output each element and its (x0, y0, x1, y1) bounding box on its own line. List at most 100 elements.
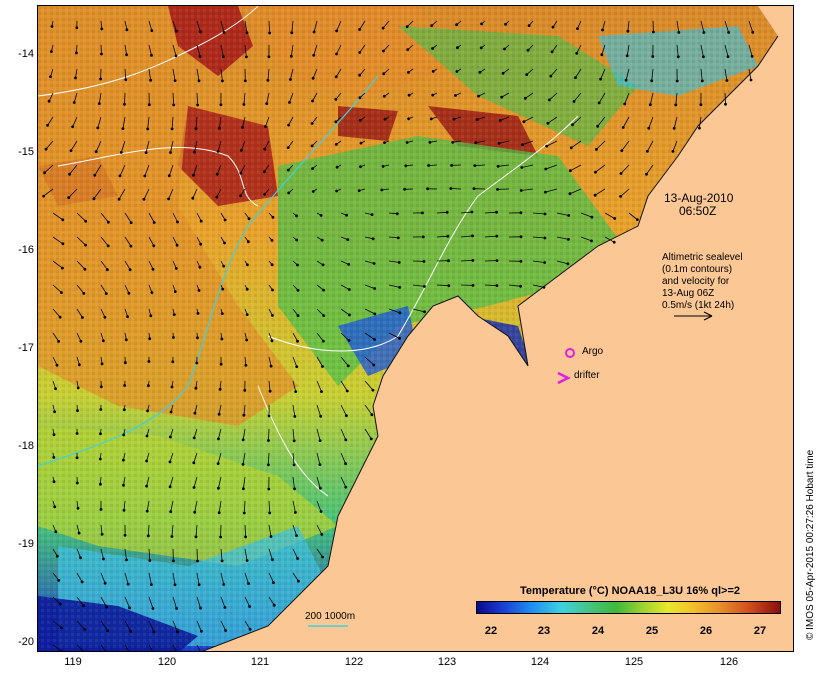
velocity-arrow-head (151, 267, 155, 271)
velocity-arrow-head (372, 262, 376, 265)
velocity-arrow (340, 476, 347, 488)
velocity-arrow-head (519, 284, 522, 288)
velocity-arrow-head (147, 103, 151, 107)
velocity-arrow (268, 548, 273, 560)
velocity-arrow-head (446, 234, 450, 238)
velocity-arrow (626, 44, 630, 56)
velocity-arrow-head (470, 210, 474, 214)
velocity-arrow-head (57, 579, 61, 582)
velocity-arrow (556, 260, 568, 265)
velocity-arrow (100, 44, 102, 55)
velocity-arrow (700, 44, 704, 57)
velocity-arrow (340, 284, 350, 290)
velocity-arrow-head (145, 459, 148, 463)
velocity-arrow-head (428, 140, 432, 144)
velocity-arrow-head (500, 95, 504, 99)
velocity-arrow-head (74, 76, 77, 80)
velocity-arrow (172, 596, 177, 609)
velocity-arrow (436, 235, 448, 238)
argo-label: Argo (582, 346, 604, 357)
velocity-arrow (143, 188, 150, 200)
velocity-arrow-head (146, 409, 149, 413)
colorbar-tick-label: 23 (537, 625, 551, 637)
velocity-arrow-head (223, 241, 226, 245)
velocity-arrow-head (268, 389, 272, 393)
velocity-arrow (52, 260, 63, 269)
lat-tick-label: -19 (18, 538, 34, 550)
velocity-arrow-head (431, 70, 435, 73)
velocity-arrow (316, 452, 321, 465)
velocity-arrow-head (144, 151, 148, 155)
velocity-arrow (264, 140, 270, 150)
velocity-arrow (340, 452, 346, 464)
velocity-arrow (580, 236, 592, 242)
velocity-arrow (146, 476, 150, 487)
velocity-arrow-head (268, 31, 271, 35)
velocity-arrow (196, 644, 201, 651)
velocity-arrow (676, 44, 679, 57)
velocity-arrow (292, 452, 295, 465)
velocity-arrow-head (126, 315, 129, 319)
velocity-arrow-head (450, 164, 453, 167)
velocity-arrow-head (348, 313, 351, 317)
velocity-arrow (292, 476, 295, 489)
velocity-arrow (621, 140, 630, 151)
velocity-arrow (364, 308, 375, 315)
velocity-arrow-head (129, 630, 133, 633)
velocity-arrow-head (99, 385, 103, 389)
velocity-arrow-head (266, 78, 270, 82)
velocity-arrow-head (219, 535, 223, 539)
velocity-arrow-head (53, 410, 56, 414)
legend-line-5: 0.5m/s (1kt 24h) (662, 300, 735, 311)
velocity-arrow-head (173, 79, 177, 82)
velocity-arrow (76, 260, 86, 270)
velocity-arrow-head (347, 263, 351, 266)
velocity-arrow (364, 380, 374, 391)
velocity-arrow-head (421, 211, 424, 215)
velocity-arrow-head (245, 55, 248, 59)
velocity-arrow (521, 164, 534, 168)
velocity-arrow-head (359, 165, 362, 169)
velocity-arrow (220, 20, 225, 33)
velocity-arrow-head (106, 629, 110, 633)
velocity-arrow-head (241, 462, 245, 466)
velocity-arrow-head (551, 25, 555, 29)
velocity-arrow-head (199, 242, 203, 246)
velocity-arrow (168, 164, 174, 176)
velocity-arrow (436, 211, 448, 214)
velocity-arrow (70, 140, 78, 151)
velocity-arrow-head (321, 555, 324, 559)
velocity-arrow-head (474, 141, 478, 145)
velocity-arrow-head (58, 315, 62, 319)
velocity-arrow (194, 140, 198, 153)
velocity-arrow (242, 116, 246, 128)
velocity-arrow-head (322, 314, 326, 317)
velocity-arrow-head (173, 583, 177, 587)
velocity-arrow (532, 260, 545, 263)
velocity-arrow-head (121, 127, 125, 130)
velocity-arrow (100, 284, 107, 294)
velocity-arrow-head (295, 238, 299, 242)
velocity-arrow-head (123, 361, 127, 365)
velocity-arrow (620, 188, 630, 197)
velocity-arrow-head (472, 187, 476, 191)
velocity-arrow-head (167, 174, 171, 178)
velocity-arrow (622, 116, 630, 128)
velocity-arrow-head (519, 211, 523, 215)
velocity-arrow (602, 20, 606, 31)
velocity-arrow-head (359, 141, 363, 145)
velocity-arrow-head (102, 557, 105, 561)
velocity-arrow-head (272, 603, 276, 607)
velocity-arrow (316, 428, 321, 441)
velocity-arrow-head (296, 314, 300, 318)
velocity-arrow-head (217, 412, 221, 416)
velocity-arrow (100, 644, 107, 651)
velocity-arrow-head (194, 127, 198, 131)
velocity-arrow-head (148, 559, 152, 562)
velocity-arrow-head (94, 150, 98, 154)
velocity-arrow (545, 188, 558, 193)
velocity-arrow-head (381, 26, 385, 30)
scale-arrow-head (703, 311, 713, 321)
velocity-arrow-head (421, 235, 425, 239)
velocity-arrow-head (449, 187, 453, 190)
